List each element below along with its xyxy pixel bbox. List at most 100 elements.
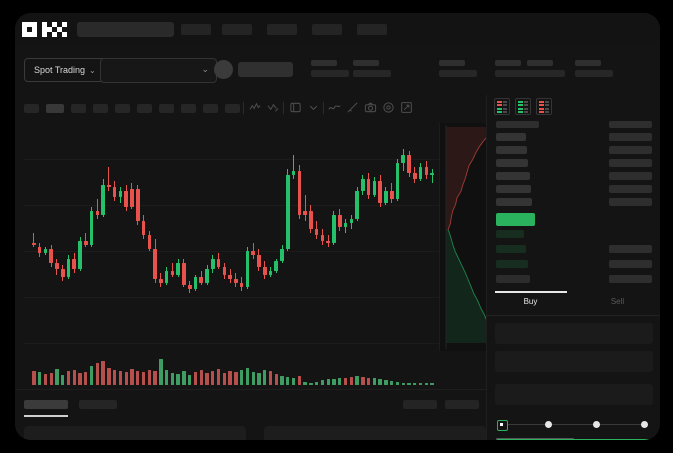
timeframe-button-6[interactable] (159, 104, 174, 113)
order-amount-field[interactable] (495, 351, 653, 372)
timeframe-button-5[interactable] (137, 104, 152, 113)
candle (262, 261, 267, 279)
orderbook-column-amount (609, 121, 652, 128)
volume-bar (141, 371, 146, 385)
slider-stop-2[interactable] (593, 420, 600, 428)
slider-stop-1[interactable] (545, 420, 552, 428)
bottom-panel-left[interactable] (24, 426, 246, 440)
active-tab-underline (495, 291, 567, 293)
orderbook-ask-price[interactable] (496, 146, 528, 154)
camera-icon[interactable] (364, 101, 377, 114)
order-price-field[interactable] (495, 323, 653, 344)
order-total-field[interactable] (495, 384, 653, 405)
nav-item-5[interactable] (357, 24, 387, 35)
timeframe-button-7[interactable] (181, 104, 196, 113)
fullscreen-icon[interactable] (400, 101, 413, 114)
timeframe-button-2[interactable] (71, 104, 86, 113)
okx-logo[interactable] (22, 22, 67, 37)
market-stat-2 (353, 60, 391, 77)
candle (153, 239, 157, 283)
bottom-action-1[interactable] (445, 400, 479, 409)
global-search-input[interactable] (77, 22, 174, 37)
drawing-tools-icon[interactable] (346, 101, 359, 114)
trading-mode-button[interactable]: Spot Trading ⌄ (24, 58, 106, 82)
orderbook-bid-price[interactable] (496, 230, 524, 238)
volume-bar (378, 378, 382, 385)
last-price-value (238, 62, 293, 77)
pair-selector-dropdown[interactable]: ⌄ (100, 58, 217, 83)
orderbook-ask-price[interactable] (496, 198, 532, 206)
orderbook-view-toggles (494, 98, 552, 115)
timeframe-button-9[interactable] (225, 104, 240, 113)
candle (193, 275, 198, 291)
orderbook-ask-price[interactable] (496, 133, 526, 141)
bottom-panel-right[interactable] (264, 426, 486, 440)
volume-bar (216, 368, 221, 385)
bottom-action-0[interactable] (403, 400, 437, 409)
tab-buy[interactable]: Buy (523, 297, 538, 306)
orderbook-bid-price[interactable] (496, 275, 530, 283)
trading-mode-label: Spot Trading (34, 65, 86, 75)
market-stat-value (527, 70, 565, 77)
volume-bar (407, 382, 411, 385)
timeframe-button-1[interactable] (46, 104, 64, 113)
templates-icon[interactable] (289, 101, 302, 114)
nav-item-2[interactable] (222, 24, 252, 35)
orderbook-bid-size (609, 275, 652, 283)
volume-bar (326, 378, 330, 385)
settings-icon[interactable] (382, 101, 395, 114)
tab-sell[interactable]: Sell (610, 297, 625, 306)
chevron-down-icon[interactable] (307, 101, 320, 114)
percent-slider[interactable] (497, 420, 651, 431)
orderbook-bid-price[interactable] (496, 245, 526, 253)
orderbook-ask-price[interactable] (496, 172, 530, 180)
candle (372, 177, 377, 197)
submit-buy-button[interactable] (495, 439, 653, 440)
nav-item-4[interactable] (312, 24, 342, 35)
volume-bar (222, 372, 226, 385)
order-form-tabs: Buy Sell (487, 291, 660, 316)
volume-bar (118, 371, 123, 385)
candle (343, 219, 348, 233)
orderbook-and-form-panel: Buy Sell (486, 95, 660, 440)
timeframe-button-4[interactable] (115, 104, 130, 113)
market-stat-value (439, 70, 477, 77)
compare-icon[interactable] (267, 101, 280, 114)
orderbook-toggle-asks[interactable] (536, 98, 552, 115)
orderbook-ask-size (609, 146, 652, 154)
timeframe-button-8[interactable] (203, 104, 218, 113)
nav-item-3[interactable] (267, 24, 297, 35)
volume-bar (61, 375, 65, 385)
orderbook-toggle-both[interactable] (494, 98, 510, 115)
candle (349, 215, 354, 229)
toolbar-divider (323, 102, 324, 114)
timeframe-button-0[interactable] (24, 104, 39, 113)
orderbook-bid-price[interactable] (496, 260, 528, 268)
slider-stop-3[interactable] (641, 420, 648, 428)
volume-bar (286, 376, 290, 385)
candle (216, 253, 221, 269)
volume-bar (32, 370, 36, 385)
orderbook-ask-price[interactable] (496, 185, 531, 193)
volume-bar (159, 359, 163, 385)
bottom-tab-0[interactable] (24, 400, 68, 409)
candle (176, 259, 180, 277)
volume-bar (257, 373, 261, 385)
volume-bar (228, 370, 232, 385)
line-chart-icon[interactable] (328, 101, 341, 114)
bottom-tab-underline (24, 415, 68, 417)
market-stat-5 (527, 60, 565, 77)
nav-item-1[interactable] (181, 24, 211, 35)
coin-avatar (214, 60, 233, 79)
orderbook-toggle-bids[interactable] (515, 98, 531, 115)
volume-bar (343, 377, 348, 385)
orderbook-ask-size (609, 133, 652, 141)
indicators-icon[interactable] (249, 101, 262, 114)
candle (159, 273, 163, 287)
timeframe-button-3[interactable] (93, 104, 108, 113)
candlestick-series (15, 121, 475, 349)
bottom-tab-1[interactable] (79, 400, 117, 409)
orderbook-ask-price[interactable] (496, 159, 529, 167)
slider-stop-0-selected[interactable] (497, 420, 508, 431)
volume-bar (401, 382, 405, 385)
